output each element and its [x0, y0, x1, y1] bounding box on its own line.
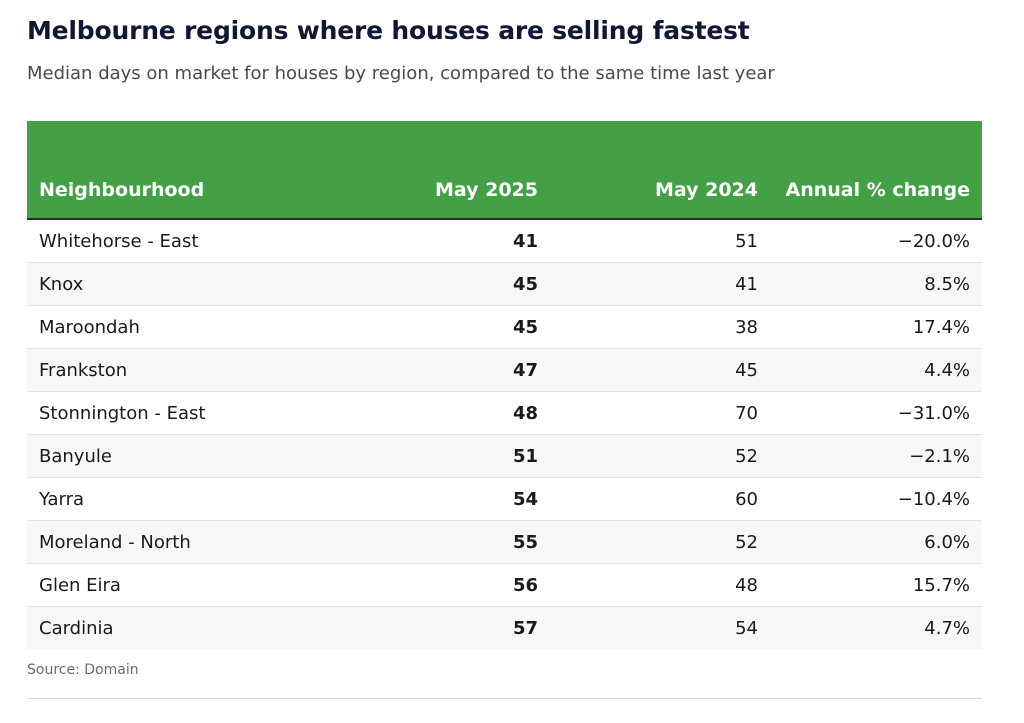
cell-may-2024: 45: [550, 348, 770, 392]
cell-may-2025: 57: [402, 606, 550, 649]
cell-may-2024: 51: [550, 219, 770, 263]
cell-may-2025: 45: [402, 305, 550, 349]
cell-may-2025: 41: [402, 219, 550, 263]
cell-annual-change: 8.5%: [770, 262, 982, 306]
cell-may-2025: 47: [402, 348, 550, 392]
cell-neighbourhood: Glen Eira: [27, 563, 402, 607]
table-row: Frankston 47 45 4.4%: [27, 348, 982, 392]
cell-may-2024: 38: [550, 305, 770, 349]
cell-annual-change: 15.7%: [770, 563, 982, 607]
cell-annual-change: −2.1%: [770, 434, 982, 478]
cell-may-2025: 54: [402, 477, 550, 521]
table-row: Knox 45 41 8.5%: [27, 262, 982, 306]
cell-neighbourhood: Maroondah: [27, 305, 402, 349]
cell-annual-change: 4.4%: [770, 348, 982, 392]
cell-neighbourhood: Moreland - North: [27, 520, 402, 564]
chart-subtitle: Median days on market for houses by regi…: [27, 63, 775, 84]
cell-may-2024: 52: [550, 520, 770, 564]
data-table: Neighbourhood May 2025 May 2024 Annual %…: [27, 121, 982, 649]
cell-neighbourhood: Whitehorse - East: [27, 219, 402, 263]
cell-may-2024: 70: [550, 391, 770, 435]
cell-annual-change: −31.0%: [770, 391, 982, 435]
table-row: Cardinia 57 54 4.7%: [27, 606, 982, 649]
cell-neighbourhood: Yarra: [27, 477, 402, 521]
table-row: Maroondah 45 38 17.4%: [27, 305, 982, 349]
cell-may-2024: 54: [550, 606, 770, 649]
cell-may-2024: 48: [550, 563, 770, 607]
cell-may-2025: 51: [402, 434, 550, 478]
column-header-may-2024: May 2024: [550, 121, 770, 220]
chart-title: Melbourne regions where houses are selli…: [27, 16, 750, 45]
table-row: Banyule 51 52 −2.1%: [27, 434, 982, 478]
cell-annual-change: 6.0%: [770, 520, 982, 564]
table-row: Whitehorse - East 41 51 −20.0%: [27, 219, 982, 263]
table-row: Moreland - North 55 52 6.0%: [27, 520, 982, 564]
cell-annual-change: −10.4%: [770, 477, 982, 521]
cell-may-2025: 45: [402, 262, 550, 306]
cell-neighbourhood: Banyule: [27, 434, 402, 478]
cell-neighbourhood: Frankston: [27, 348, 402, 392]
table-body: Whitehorse - East 41 51 −20.0% Knox 45 41 8.5% M…: [27, 219, 982, 649]
cell-may-2024: 60: [550, 477, 770, 521]
cell-annual-change: 17.4%: [770, 305, 982, 349]
cell-may-2025: 48: [402, 391, 550, 435]
bottom-divider: [27, 698, 982, 699]
header-row: Neighbourhood May 2025 May 2024 Annual %…: [27, 121, 982, 220]
column-header-annual-change: Annual % change: [770, 121, 982, 220]
cell-annual-change: 4.7%: [770, 606, 982, 649]
table-row: Stonnington - East 48 70 −31.0%: [27, 391, 982, 435]
table-row: Glen Eira 56 48 15.7%: [27, 563, 982, 607]
cell-neighbourhood: Knox: [27, 262, 402, 306]
cell-neighbourhood: Cardinia: [27, 606, 402, 649]
cell-annual-change: −20.0%: [770, 219, 982, 263]
table-header: Neighbourhood May 2025 May 2024 Annual %…: [27, 121, 982, 220]
cell-may-2024: 52: [550, 434, 770, 478]
cell-may-2024: 41: [550, 262, 770, 306]
source-note: Source: Domain: [27, 662, 139, 678]
column-header-may-2025: May 2025: [402, 121, 550, 220]
cell-may-2025: 55: [402, 520, 550, 564]
cell-may-2025: 56: [402, 563, 550, 607]
cell-neighbourhood: Stonnington - East: [27, 391, 402, 435]
column-header-neighbourhood: Neighbourhood: [27, 121, 402, 220]
table-row: Yarra 54 60 −10.4%: [27, 477, 982, 521]
